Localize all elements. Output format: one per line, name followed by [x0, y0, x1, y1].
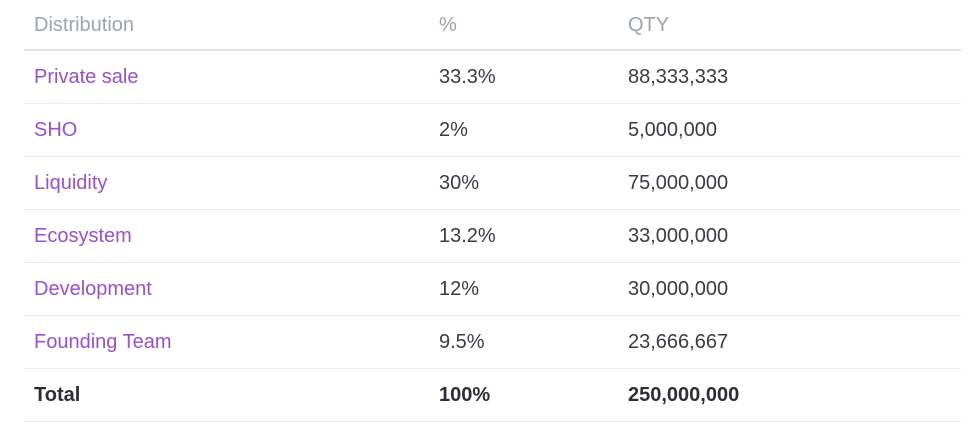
table-header-row: Distribution % QTY [24, 0, 961, 51]
row-qty: 5,000,000 [628, 119, 717, 141]
row-percent: 12% [439, 278, 480, 300]
row-name-ecosystem[interactable]: Ecosystem [34, 225, 132, 247]
row-percent: 9.5% [439, 331, 485, 353]
table-row: Development 12% 30,000,000 [24, 263, 961, 316]
header-percent: % [439, 13, 457, 36]
row-qty: 75,000,000 [628, 172, 729, 194]
table-row: SHO 2% 5,000,000 [24, 104, 961, 157]
row-name-private-sale[interactable]: Private sale [34, 66, 139, 88]
row-percent: 2% [439, 119, 468, 141]
row-name-liquidity[interactable]: Liquidity [34, 172, 108, 194]
row-qty: 30,000,000 [628, 278, 729, 300]
total-qty: 250,000,000 [628, 384, 740, 406]
row-name-founding-team[interactable]: Founding Team [34, 331, 172, 353]
table-row: Ecosystem 13.2% 33,000,000 [24, 210, 961, 263]
row-name-development[interactable]: Development [34, 278, 152, 300]
row-name-sho[interactable]: SHO [34, 119, 78, 141]
row-qty: 23,666,667 [628, 331, 729, 353]
table-row: Liquidity 30% 75,000,000 [24, 157, 961, 210]
table-row: Private sale 33.3% 88,333,333 [24, 51, 961, 104]
header-qty: QTY [628, 13, 670, 36]
table-row: Founding Team 9.5% 23,666,667 [24, 316, 961, 369]
distribution-table: Distribution % QTY Private sale 33.3% 88… [24, 0, 961, 422]
row-qty: 88,333,333 [628, 66, 729, 88]
row-percent: 30% [439, 172, 480, 194]
header-distribution: Distribution [34, 13, 135, 36]
row-qty: 33,000,000 [628, 225, 729, 247]
total-label: Total [34, 384, 81, 406]
table-total-row: Total 100% 250,000,000 [24, 369, 961, 422]
total-percent: 100% [439, 384, 491, 406]
row-percent: 13.2% [439, 225, 496, 247]
row-percent: 33.3% [439, 66, 496, 88]
